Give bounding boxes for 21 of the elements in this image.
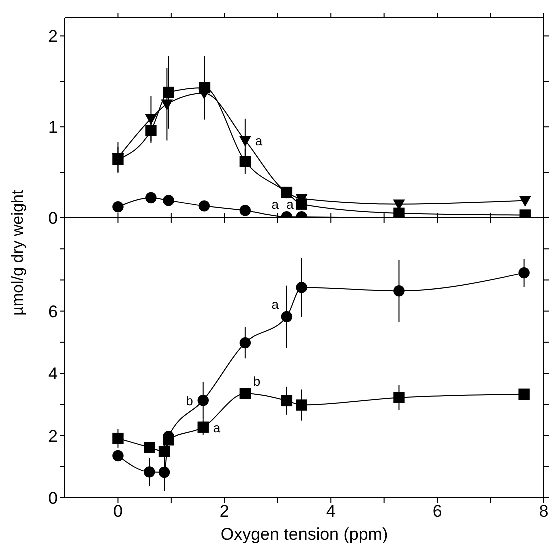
y-tick-label: 0 <box>48 489 58 508</box>
x-tick-label: 4 <box>326 502 336 522</box>
annotation: a <box>286 197 295 212</box>
x-tick-label: 2 <box>220 502 230 522</box>
y-tick-label: 1 <box>48 118 58 138</box>
y-tick-label: 6 <box>48 302 58 322</box>
y-tick-label: 2 <box>48 426 58 446</box>
y-tick-label: 2 <box>48 27 58 46</box>
y-axis-title: µmol/g dry weight <box>10 190 28 316</box>
annotation: a <box>272 296 280 312</box>
annotation: a <box>255 134 264 149</box>
annotation: b <box>253 374 261 389</box>
x-axis-title: Oxygen tension (ppm) <box>220 525 388 544</box>
annotation: b <box>186 394 194 409</box>
annotation: a <box>272 197 280 212</box>
x-tick-label: 6 <box>432 502 442 522</box>
y-tick-label: 4 <box>48 364 58 384</box>
x-tick-label: 8 <box>539 502 549 522</box>
x-tick-label: 0 <box>113 502 123 522</box>
y-tick-label: 0 <box>48 209 58 228</box>
annotation: a <box>213 420 222 436</box>
